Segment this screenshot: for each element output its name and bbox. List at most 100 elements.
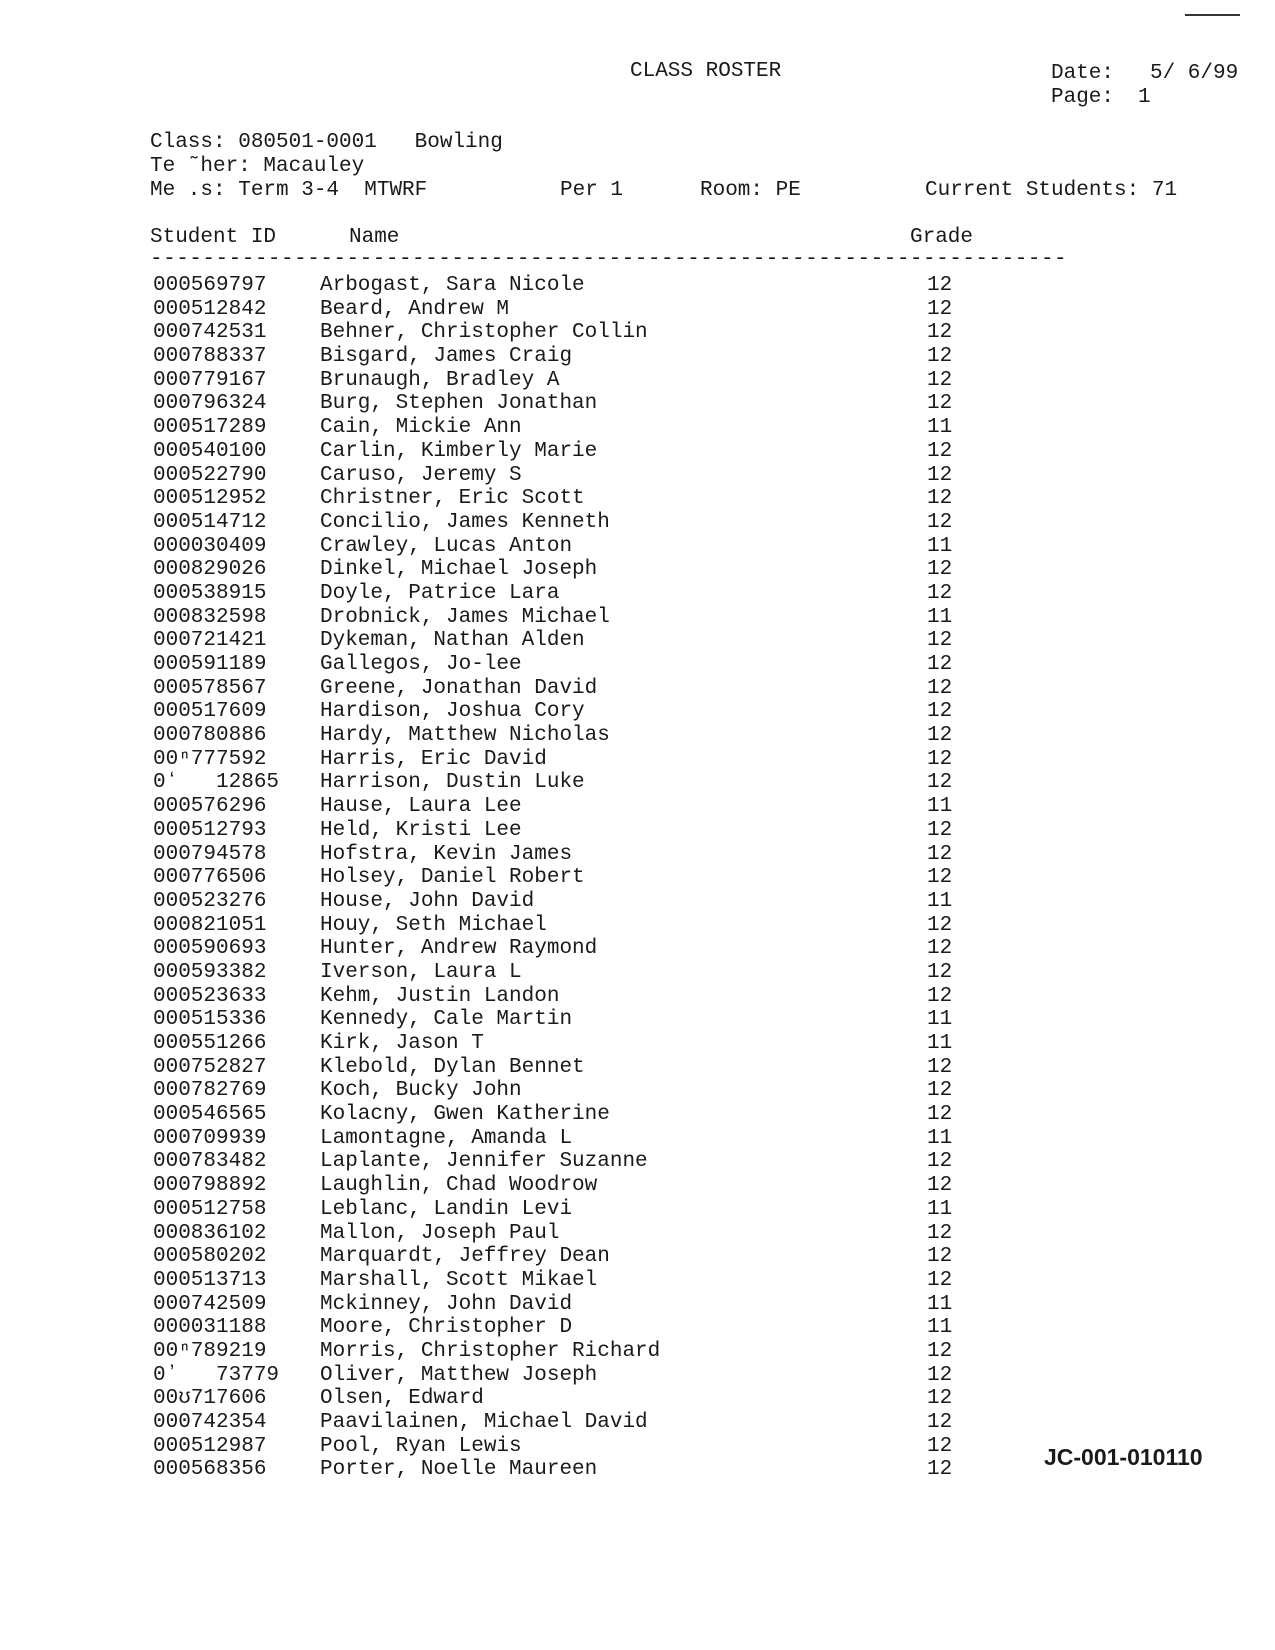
class-line: Class: 080501-0001 Bowling [150,131,503,154]
student-row: 000780886 Hardy, Matthew Nicholas 12 [150,724,1150,748]
student-row: 000782769 Koch, Bucky John 12 [150,1079,1150,1103]
student-row: 000578567 Greene, Jonathan David 12 [150,677,1150,701]
student-row: 000517289 Cain, Mickie Ann 11 [150,416,1150,440]
student-grade: 11 [927,889,953,913]
student-grade: 12 [927,297,953,321]
student-grade: 12 [927,629,953,653]
student-name: Greene, Jonathan David [320,676,598,700]
student-name: Hofstra, Kevin James [320,842,573,866]
student-row: 000580202 Marquardt, Jeffrey Dean 12 [150,1245,1150,1269]
student-grade: 11 [927,1316,953,1340]
page-label: Page: [1051,86,1115,109]
student-row: 000569797 Arbogast, Sara Nicole 12 [150,274,1150,298]
student-id: 000782769 [153,1079,267,1103]
student-grade: 12 [927,274,953,297]
student-grade: 11 [927,605,953,629]
student-grade: 12 [927,1103,953,1127]
date-label: Date: [1051,62,1115,85]
date-value: 5/ 6/99 [1150,62,1239,85]
student-grade: 12 [927,1434,953,1458]
student-id: 000742531 [153,321,267,345]
student-id: 000568356 [153,1458,267,1482]
student-grade: 12 [927,960,953,984]
student-name: Hause, Laura Lee [320,795,522,819]
student-id: 000721421 [153,629,267,653]
student-row: 000512952 Christner, Eric Scott 12 [150,487,1150,511]
student-row: 000721421 Dykeman, Nathan Alden 12 [150,629,1150,653]
student-name: Morris, Christopher Richard [320,1339,661,1363]
student-row: 000512758 Leblanc, Landin Levi 11 [150,1198,1150,1222]
student-row: 000522790 Caruso, Jeremy S 12 [150,464,1150,488]
student-grade: 12 [927,345,953,369]
student-row: 000590693 Hunter, Andrew Raymond 12 [150,937,1150,961]
student-id: 000578567 [153,676,267,700]
student-grade: 12 [927,1221,953,1245]
student-grade: 12 [927,1458,953,1482]
student-row: 000836102 Mallon, Joseph Paul 12 [150,1222,1150,1246]
student-row: 000798892 Laughlin, Chad Woodrow 12 [150,1174,1150,1198]
student-row: 000030409 Crawley, Lucas Anton 11 [150,535,1150,559]
student-name: Carlin, Kimberly Marie [320,439,598,463]
student-grade: 11 [927,534,953,558]
student-id: 000517289 [153,416,267,440]
student-name: Leblanc, Landin Levi [320,1197,573,1221]
student-name: Houy, Seth Michael [320,913,547,937]
student-row: 000794578 Hofstra, Kevin James 12 [150,843,1150,867]
student-grade: 12 [927,487,953,511]
student-name: Lamontagne, Amanda L [320,1126,573,1150]
student-grade: 11 [927,795,953,819]
student-name: Hardy, Matthew Nicholas [320,724,610,748]
student-id: 00ⁿ777592 [153,747,267,771]
student-row: 000709939 Lamontagne, Amanda L 11 [150,1127,1150,1151]
student-row: 000742354 Paavilainen, Michael David 12 [150,1411,1150,1435]
student-name: Burg, Stephen Jonathan [320,392,598,416]
student-row: 000538915 Doyle, Patrice Lara 12 [150,582,1150,606]
student-grade: 12 [927,463,953,487]
student-name: Crawley, Lucas Anton [320,534,573,558]
header-rule: ----------------------------------------… [150,248,1068,271]
student-name: Cain, Mickie Ann [320,416,522,440]
student-row: 000551266 Kirk, Jason T 11 [150,1032,1150,1056]
student-name: Arbogast, Sara Nicole [320,274,585,297]
student-name: Hunter, Andrew Raymond [320,937,598,961]
student-grade: 12 [927,321,953,345]
student-id: 000538915 [153,581,267,605]
student-name: Mckinney, John David [320,1292,573,1316]
column-header-id: Student ID [150,226,277,249]
student-row: 000783482 Laplante, Jennifer Suzanne 12 [150,1150,1150,1174]
student-name: Kolacny, Gwen Katherine [320,1103,610,1127]
student-grade: 11 [927,1292,953,1316]
student-grade: 12 [927,913,953,937]
student-name: Beard, Andrew M [320,297,510,321]
student-grade: 12 [927,558,953,582]
student-row: 000523633 Kehm, Justin Landon 12 [150,985,1150,1009]
room: Room: PE [700,179,801,202]
student-row: 000031188 Moore, Christopher D 11 [150,1316,1150,1340]
student-row: 00ⁿ777592 Harris, Eric David 12 [150,748,1150,772]
student-grade: 12 [927,1245,953,1269]
student-row: 000514712 Concilio, James Kenneth 12 [150,511,1150,535]
student-name: Doyle, Patrice Lara [320,581,560,605]
student-grade: 11 [927,1197,953,1221]
student-grade: 12 [927,984,953,1008]
column-header-grade: Grade [910,226,974,249]
student-grade: 12 [927,1387,953,1411]
student-name: Olsen, Edward [320,1387,484,1411]
student-id: 000031188 [153,1316,267,1340]
student-grade: 12 [927,1150,953,1174]
student-name: Laughlin, Chad Woodrow [320,1174,598,1198]
student-id: 000513713 [153,1268,267,1292]
student-id: 000569797 [153,274,267,297]
student-id: 000512952 [153,487,267,511]
student-row: 000513713 Marshall, Scott Mikael 12 [150,1269,1150,1293]
student-id: 000836102 [153,1221,267,1245]
student-grade: 12 [927,747,953,771]
student-id: 000512842 [153,297,267,321]
student-name: Kirk, Jason T [320,1032,484,1055]
student-id: 000515336 [153,1008,267,1032]
teacher-line: Te ˜her: Macauley [150,155,365,178]
current-students: Current Students: 71 [925,179,1178,202]
student-grade: 12 [927,1055,953,1079]
student-name: Mallon, Joseph Paul [320,1221,560,1245]
student-grade: 12 [927,510,953,534]
